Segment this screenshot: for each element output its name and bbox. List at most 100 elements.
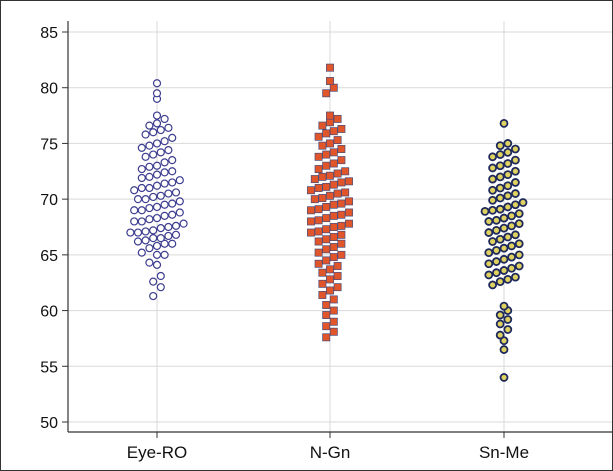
data-point-filled-circle	[503, 159, 513, 168]
data-point-square	[314, 237, 323, 246]
data-point-open-circle	[171, 221, 181, 230]
data-point-filled-circle	[503, 202, 513, 212]
data-point-open-circle	[145, 183, 154, 193]
data-point-square	[345, 177, 353, 186]
data-point-open-circle	[152, 139, 162, 148]
data-point-square	[326, 275, 334, 284]
data-point-filled-circle	[514, 209, 524, 219]
data-point-square	[341, 188, 350, 197]
data-point-open-circle	[156, 283, 165, 292]
data-point-filled-circle	[495, 150, 505, 159]
data-point-square	[326, 265, 334, 274]
data-point-square	[329, 83, 338, 92]
y-tick-label: 70	[40, 192, 58, 209]
data-point-open-circle	[130, 206, 139, 215]
data-point-open-circle	[156, 234, 165, 243]
data-point-filled-circle	[518, 198, 528, 207]
data-point-filled-circle	[514, 250, 524, 260]
x-category-label: Eye-RO	[127, 443, 187, 462]
data-point-filled-circle	[484, 248, 494, 258]
data-point-square	[333, 169, 342, 178]
data-point-square	[345, 197, 353, 206]
data-point-square	[322, 202, 331, 211]
data-point-filled-circle	[499, 223, 509, 233]
data-point-open-circle	[145, 258, 154, 267]
data-point-square	[329, 243, 338, 252]
data-point-open-circle	[168, 156, 177, 165]
data-point-square	[322, 245, 331, 254]
data-point-square	[314, 152, 323, 161]
data-point-open-circle	[149, 128, 158, 137]
data-point-filled-circle	[499, 213, 509, 223]
data-point-open-circle	[152, 170, 162, 179]
data-point-square	[310, 175, 319, 184]
data-point-open-circle	[156, 191, 165, 200]
data-point-square	[326, 191, 334, 200]
data-point-open-circle	[137, 143, 146, 152]
data-point-square	[307, 228, 315, 237]
x-axis-categories: Eye-RO N-Gn Sn-Me	[127, 432, 529, 462]
data-point-filled-circle	[511, 189, 520, 198]
data-point-filled-circle	[511, 144, 520, 154]
x-category-label: N-Gn	[310, 443, 351, 462]
data-point-open-circle	[168, 133, 177, 142]
data-point-filled-circle	[484, 259, 494, 269]
data-point-filled-circle	[507, 252, 517, 262]
data-point-open-circle	[126, 228, 135, 237]
data-point-square	[310, 195, 319, 204]
data-point-square	[307, 217, 315, 226]
data-point-square	[314, 216, 323, 225]
y-tick-label: 60	[40, 304, 58, 321]
data-point-square	[322, 150, 331, 159]
data-point-filled-circle	[488, 185, 498, 195]
data-point-open-circle	[152, 79, 162, 88]
data-point-open-circle	[130, 186, 139, 195]
data-point-square	[326, 63, 334, 72]
data-point-filled-circle	[503, 274, 513, 284]
data-point-open-circle	[156, 125, 165, 135]
y-tick-label: 65	[40, 248, 58, 265]
data-point-filled-circle	[511, 200, 520, 210]
data-point-filled-circle	[495, 204, 505, 214]
data-point-square	[307, 186, 315, 195]
data-point-square	[329, 180, 338, 189]
data-point-square	[333, 272, 342, 280]
data-point-open-circle	[152, 161, 162, 170]
data-point-open-circle	[145, 244, 154, 253]
data-point-square	[329, 306, 338, 315]
data-point-filled-circle	[503, 181, 513, 191]
data-point-open-circle	[175, 176, 184, 185]
data-point-open-circle	[145, 215, 154, 224]
data-point-filled-circle	[503, 147, 513, 157]
data-point-square	[329, 317, 338, 326]
data-point-filled-circle	[499, 118, 509, 128]
x-category-label: Sn-Me	[479, 443, 529, 462]
data-point-open-circle	[160, 168, 169, 177]
data-point-filled-circle	[507, 211, 517, 221]
data-point-filled-circle	[503, 139, 513, 148]
data-point-filled-circle	[491, 215, 501, 225]
data-point-square	[322, 235, 331, 244]
data-point-open-circle	[141, 130, 150, 139]
data-point-open-circle	[149, 192, 158, 202]
data-point-square	[337, 156, 346, 165]
data-point-open-circle	[152, 202, 162, 212]
data-point-open-circle	[137, 217, 146, 226]
data-point-open-circle	[137, 164, 146, 174]
data-point-open-circle	[168, 167, 177, 176]
data-point-open-circle	[160, 250, 169, 259]
data-point-filled-circle	[503, 325, 513, 334]
data-point-filled-circle	[484, 270, 494, 280]
y-tick-label: 75	[40, 136, 58, 153]
data-point-open-circle	[152, 181, 162, 190]
data-point-filled-circle	[507, 263, 517, 273]
data-point-filled-circle	[503, 232, 513, 242]
data-point-square	[318, 268, 327, 277]
data-point-open-circle	[137, 173, 146, 183]
data-point-filled-circle	[499, 345, 509, 354]
data-point-square	[329, 159, 338, 168]
data-point-filled-circle	[495, 234, 505, 244]
data-point-square	[326, 171, 334, 180]
data-point-open-circle	[160, 179, 169, 188]
